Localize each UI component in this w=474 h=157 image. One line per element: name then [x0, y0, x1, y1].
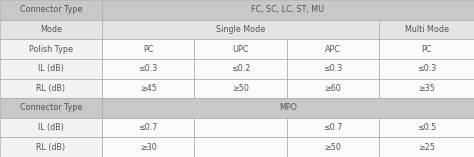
Bar	[0, 39, 102, 59]
Text: RL (dB): RL (dB)	[36, 143, 65, 152]
Text: ≥30: ≥30	[140, 143, 156, 152]
Bar	[0, 137, 102, 157]
Text: ≤0.7: ≤0.7	[323, 123, 343, 132]
Text: RL (dB): RL (dB)	[36, 84, 65, 93]
Bar	[379, 137, 474, 157]
Bar	[379, 118, 474, 137]
Bar	[194, 137, 287, 157]
Text: IL (dB): IL (dB)	[38, 123, 64, 132]
Bar	[102, 118, 194, 137]
Text: ≤0.2: ≤0.2	[231, 64, 250, 73]
Bar	[379, 78, 474, 98]
Text: ≥25: ≥25	[418, 143, 435, 152]
Bar	[0, 78, 102, 98]
Bar	[287, 78, 379, 98]
Bar	[287, 137, 379, 157]
Bar	[379, 59, 474, 78]
Text: APC: APC	[325, 45, 341, 54]
Text: PC: PC	[421, 45, 432, 54]
Text: ≤0.5: ≤0.5	[417, 123, 436, 132]
Text: ≤0.3: ≤0.3	[417, 64, 436, 73]
Text: UPC: UPC	[232, 45, 249, 54]
Bar	[0, 20, 102, 39]
Text: Multi Mode: Multi Mode	[405, 25, 448, 34]
Bar	[0, 0, 102, 20]
Text: Connector Type: Connector Type	[20, 103, 82, 112]
Bar	[194, 78, 287, 98]
Bar	[102, 20, 379, 39]
Bar	[194, 59, 287, 78]
Text: ≥35: ≥35	[418, 84, 435, 93]
Bar	[287, 118, 379, 137]
Text: FC, SC, LC, ST, MU: FC, SC, LC, ST, MU	[251, 5, 325, 14]
Bar	[287, 39, 379, 59]
Bar	[379, 39, 474, 59]
Bar	[0, 98, 102, 118]
Bar	[0, 118, 102, 137]
Text: ≤0.3: ≤0.3	[138, 64, 158, 73]
Text: Connector Type: Connector Type	[20, 5, 82, 14]
Bar	[287, 59, 379, 78]
Bar	[102, 98, 474, 118]
Text: ≤0.3: ≤0.3	[323, 64, 343, 73]
Bar	[102, 59, 194, 78]
Text: Single Mode: Single Mode	[216, 25, 265, 34]
Text: ≥50: ≥50	[232, 84, 249, 93]
Bar	[194, 39, 287, 59]
Bar	[102, 78, 194, 98]
Text: PC: PC	[143, 45, 153, 54]
Text: Mode: Mode	[40, 25, 62, 34]
Bar	[0, 59, 102, 78]
Text: IL (dB): IL (dB)	[38, 64, 64, 73]
Text: ≤0.7: ≤0.7	[138, 123, 158, 132]
Text: MPO: MPO	[279, 103, 297, 112]
Bar	[102, 39, 194, 59]
Bar	[379, 20, 474, 39]
Text: ≥50: ≥50	[325, 143, 341, 152]
Text: ≥45: ≥45	[140, 84, 156, 93]
Bar	[102, 0, 474, 20]
Bar	[194, 118, 287, 137]
Text: Polish Type: Polish Type	[29, 45, 73, 54]
Bar	[102, 137, 194, 157]
Text: ≥60: ≥60	[325, 84, 341, 93]
